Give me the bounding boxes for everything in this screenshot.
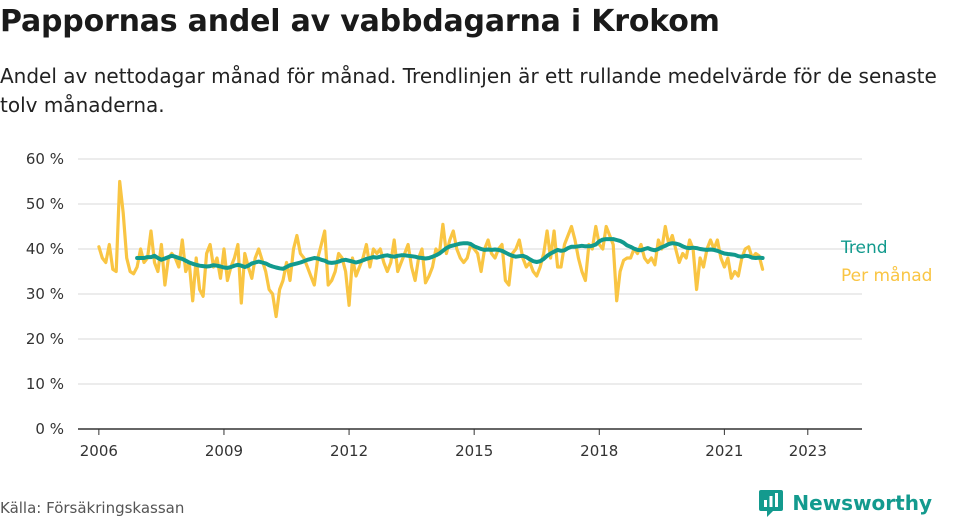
x-tick-label: 2015 <box>455 442 493 460</box>
y-tick-label: 10 % <box>26 375 64 393</box>
x-tick-label: 2006 <box>80 442 118 460</box>
legend-trend-label: Trend <box>840 238 888 258</box>
grid-lines <box>78 158 862 430</box>
x-tick-label: 2012 <box>330 442 368 460</box>
series-lines <box>97 179 765 319</box>
series-line-trend <box>135 237 765 271</box>
x-axis: 2006 2009 2012 2015 2018 2021 2023 <box>80 429 827 460</box>
y-tick-label: 40 % <box>26 240 64 258</box>
x-tick-label: 2018 <box>580 442 618 460</box>
y-tick-label: 50 % <box>26 195 64 213</box>
chart-title: Pappornas andel av vabbdagarna i Krokom <box>0 4 720 39</box>
newsworthy-brand[interactable]: Newsworthy <box>758 488 932 518</box>
y-tick-label: 0 % <box>35 420 64 438</box>
source-note: Källa: Försäkringskassan <box>0 499 185 517</box>
chart-area: 0 % 10 % 20 % 30 % 40 % 50 % 60 % 2006 2009 2012… <box>26 150 933 460</box>
brand-name: Newsworthy <box>792 491 932 515</box>
y-tick-label: 30 % <box>26 285 64 303</box>
legend-monthly-label: Per månad <box>841 265 932 286</box>
y-tick-label: 60 % <box>26 150 64 168</box>
newsworthy-logo-icon <box>759 490 784 517</box>
chart-subtitle: Andel av nettodagar månad för månad. Tre… <box>0 64 937 117</box>
series-line-per-manad <box>97 179 765 319</box>
x-tick-label: 2009 <box>205 442 243 460</box>
x-tick-label: 2021 <box>705 442 743 460</box>
y-tick-label: 20 % <box>26 330 64 348</box>
x-tick-label: 2023 <box>789 442 827 460</box>
y-axis: 0 % 10 % 20 % 30 % 40 % 50 % 60 % <box>26 150 64 438</box>
